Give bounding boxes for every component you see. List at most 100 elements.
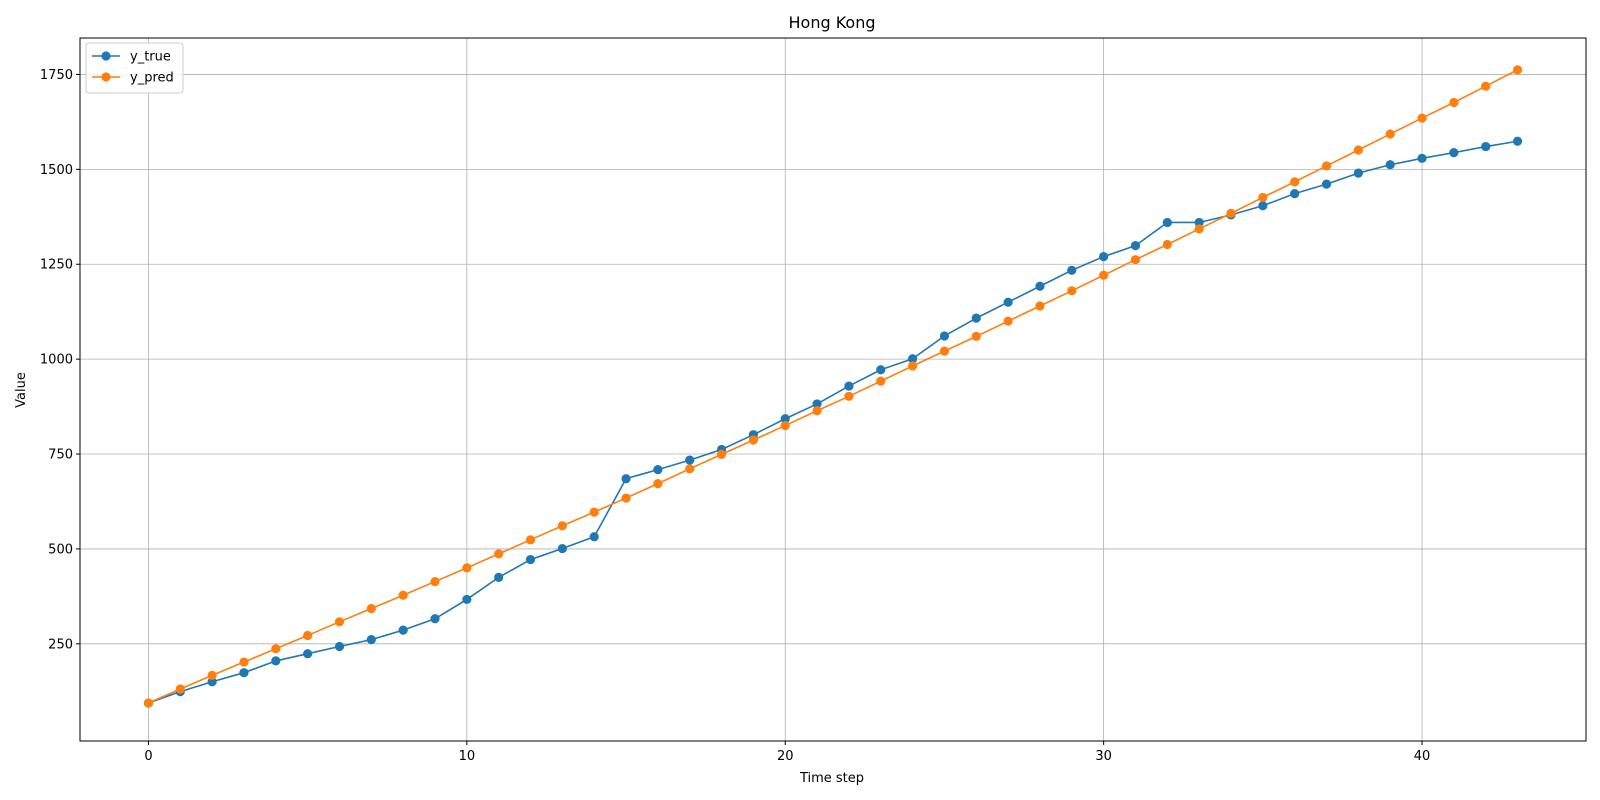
data-point (971, 331, 981, 341)
x-tick-label: 20 (777, 749, 794, 764)
data-point (812, 406, 822, 416)
data-point (1162, 217, 1172, 228)
data-point (1130, 255, 1141, 265)
x-tick-label: 0 (144, 749, 152, 764)
data-point (366, 603, 376, 614)
x-tick-label: 30 (1095, 749, 1112, 764)
x-axis-ticks: 0 10 20 30 40 (144, 741, 1430, 764)
data-point (589, 532, 599, 542)
data-point (621, 474, 631, 484)
data-point (1321, 161, 1332, 171)
legend-marker (101, 72, 111, 82)
y-tick-label: 750 (48, 448, 73, 463)
data-point (1226, 208, 1236, 218)
data-point (1290, 177, 1300, 187)
data-point (812, 399, 822, 409)
data-point (653, 464, 663, 475)
data-point (1067, 265, 1077, 275)
grid-lines (80, 38, 1586, 741)
data-point (907, 361, 918, 371)
series-layer (143, 65, 1523, 708)
data-point (1067, 286, 1077, 296)
plot-frame (79, 37, 1587, 742)
legend-marker (101, 51, 111, 61)
data-point (1481, 141, 1491, 152)
data-point (143, 698, 154, 708)
series-line (148, 140, 1518, 704)
data-point (1003, 297, 1013, 307)
data-point (494, 572, 504, 582)
data-point (1449, 148, 1459, 158)
y-tick-label: 500 (48, 542, 73, 557)
y-tick-label: 1250 (40, 258, 73, 273)
data-point (1385, 160, 1395, 170)
series-y-true (143, 136, 1523, 708)
y-axis-label: Value (14, 372, 29, 408)
data-point (366, 635, 376, 645)
data-point (398, 590, 408, 600)
data-point (939, 331, 950, 341)
data-point (1099, 270, 1109, 280)
series-line (148, 69, 1518, 704)
data-point (971, 313, 981, 323)
data-point (1353, 145, 1363, 155)
data-point (462, 594, 472, 605)
data-point (303, 630, 313, 641)
data-point (239, 668, 249, 678)
data-point (907, 354, 918, 364)
data-point (334, 641, 345, 652)
data-point (1035, 301, 1045, 311)
data-point (494, 549, 504, 559)
data-point (1130, 241, 1141, 251)
data-point (1258, 192, 1268, 203)
y-axis-ticks: 250 500 750 1000 1250 1500 1750 (40, 68, 80, 652)
data-point (1417, 113, 1427, 123)
data-point (398, 625, 408, 635)
data-point (271, 644, 281, 654)
data-point (1385, 129, 1395, 139)
data-point (1481, 81, 1491, 91)
data-point (1099, 252, 1109, 262)
data-point (876, 376, 886, 386)
data-point (239, 657, 249, 667)
legend-item: y_true (92, 50, 171, 65)
data-point (716, 449, 727, 460)
data-point (462, 563, 472, 573)
legend-label: y_true (130, 50, 171, 65)
data-point (1353, 168, 1363, 178)
data-point (430, 576, 440, 587)
data-point (525, 535, 536, 545)
data-point (207, 677, 217, 687)
data-point (334, 617, 345, 627)
legend: y_true y_pred (85, 42, 184, 94)
data-point (589, 507, 599, 517)
data-point (557, 521, 567, 531)
data-point (844, 381, 854, 391)
data-point (525, 554, 536, 565)
x-tick-label: 10 (459, 749, 476, 764)
data-point (430, 614, 440, 624)
data-point (1035, 281, 1045, 291)
data-point (685, 464, 695, 474)
data-point (1162, 239, 1172, 250)
data-point (175, 684, 185, 694)
data-point (1512, 65, 1523, 75)
data-point (748, 435, 759, 445)
data-point (1194, 217, 1204, 228)
data-point (1194, 224, 1204, 234)
y-tick-label: 1750 (40, 68, 73, 83)
data-point (207, 670, 217, 680)
chart-title: Hong Kong (789, 13, 876, 32)
data-point (939, 346, 950, 356)
data-point (1512, 136, 1523, 146)
data-point (303, 649, 313, 659)
data-point (780, 420, 790, 431)
data-point (1449, 97, 1459, 108)
data-point (653, 479, 663, 489)
data-point (685, 455, 695, 465)
data-point (271, 656, 281, 666)
data-point (1417, 153, 1427, 163)
y-tick-label: 1500 (40, 163, 73, 178)
